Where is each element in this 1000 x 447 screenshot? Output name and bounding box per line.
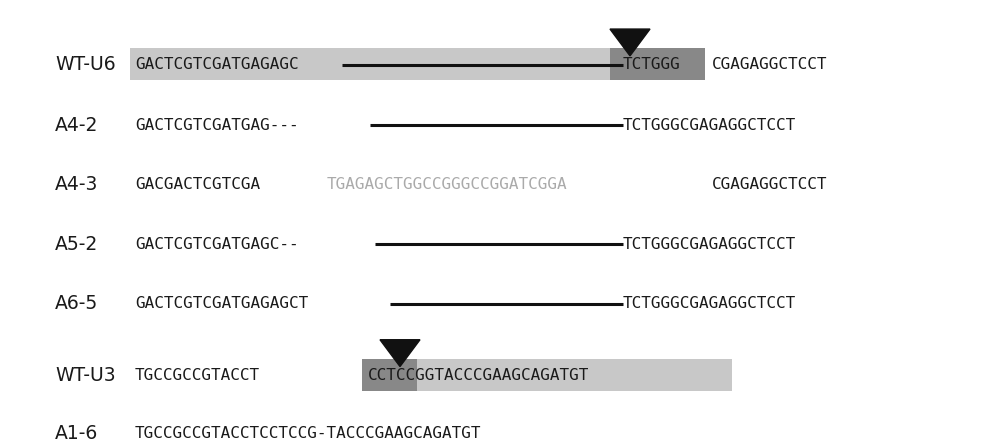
Text: TGCCGCCGTACCTCCTCCG-TACCCGAAGCAGATGT: TGCCGCCGTACCTCCTCCG-TACCCGAAGCAGATGT [135,426,482,441]
Text: TCTGGG: TCTGGG [623,57,681,72]
Text: A1-6: A1-6 [55,424,98,443]
Text: GACTCGTCGATGAGAGC: GACTCGTCGATGAGAGC [135,57,299,72]
Text: WT-U3: WT-U3 [55,366,116,385]
Text: GACTCGTCGATGAGAGCT: GACTCGTCGATGAGAGCT [135,296,308,311]
Bar [130,48,695,80]
Text: GACTCGTCGATGAGC--: GACTCGTCGATGAGC-- [135,236,299,252]
Text: GACGACTCGTCGA: GACGACTCGTCGA [135,177,260,192]
Bar [362,359,417,391]
Text: CGAGAGGCTCCT: CGAGAGGCTCCT [712,177,828,192]
Text: A4-2: A4-2 [55,116,98,135]
Text: TGAGAGCTGGCCGGGCCGGATCGGA: TGAGAGCTGGCCGGGCCGGATCGGA [327,177,568,192]
Bar [610,48,705,80]
Bar [362,359,732,391]
Text: TCTGGGCGAGAGGCTCCT: TCTGGGCGAGAGGCTCCT [623,118,796,133]
Polygon shape [380,340,420,367]
Text: TGCCGCCGTACCT: TGCCGCCGTACCT [135,368,260,383]
Text: A6-5: A6-5 [55,294,98,313]
Text: CGAGAGGCTCCT: CGAGAGGCTCCT [712,57,828,72]
Text: CCTCCGGTACCCGAAGCAGATGT: CCTCCGGTACCCGAAGCAGATGT [368,368,589,383]
Polygon shape [610,29,650,56]
Text: TCTGGGCGAGAGGCTCCT: TCTGGGCGAGAGGCTCCT [623,236,796,252]
Text: WT-U6: WT-U6 [55,55,116,74]
Text: GACTCGTCGATGAG---: GACTCGTCGATGAG--- [135,118,299,133]
Text: A4-3: A4-3 [55,175,98,194]
Text: A5-2: A5-2 [55,235,98,253]
Text: TCTGGGCGAGAGGCTCCT: TCTGGGCGAGAGGCTCCT [623,296,796,311]
